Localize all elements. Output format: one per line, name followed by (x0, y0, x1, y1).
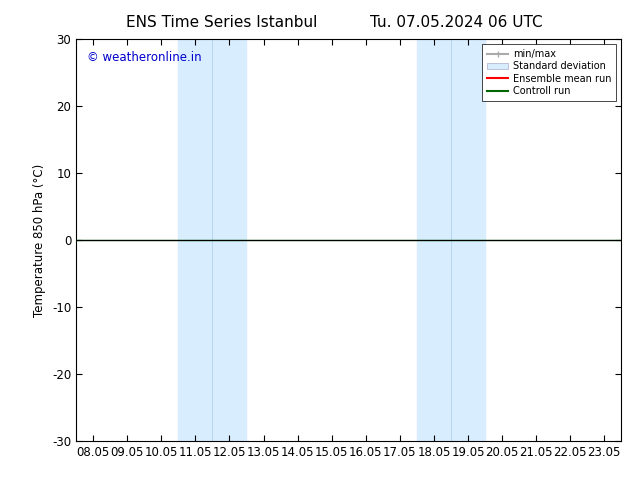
Text: Tu. 07.05.2024 06 UTC: Tu. 07.05.2024 06 UTC (370, 15, 543, 30)
Y-axis label: Temperature 850 hPa (°C): Temperature 850 hPa (°C) (34, 164, 46, 317)
Legend: min/max, Standard deviation, Ensemble mean run, Controll run: min/max, Standard deviation, Ensemble me… (482, 44, 616, 101)
Text: © weatheronline.in: © weatheronline.in (87, 51, 202, 64)
Text: ENS Time Series Istanbul: ENS Time Series Istanbul (126, 15, 318, 30)
Bar (417, 39, 485, 441)
Bar (178, 39, 247, 441)
